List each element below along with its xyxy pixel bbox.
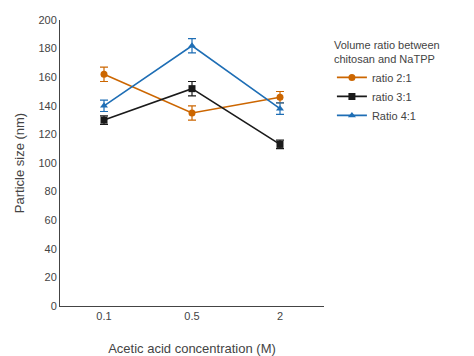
svg-text:40: 40 xyxy=(45,243,57,255)
svg-text:120: 120 xyxy=(38,128,56,140)
svg-text:20: 20 xyxy=(45,271,57,283)
svg-text:140: 140 xyxy=(38,100,56,112)
svg-text:180: 180 xyxy=(38,42,56,54)
svg-text:0: 0 xyxy=(51,300,57,312)
svg-text:0.1: 0.1 xyxy=(96,310,111,322)
svg-text:ratio 3:1: ratio 3:1 xyxy=(372,91,412,103)
svg-text:Ratio 4:1: Ratio 4:1 xyxy=(372,110,416,122)
svg-text:Acetic acid concentration (M): Acetic acid concentration (M) xyxy=(108,341,276,356)
svg-text:Volume ratio betweenchitosan a: Volume ratio betweenchitosan and NaTPP xyxy=(334,39,440,65)
svg-text:2: 2 xyxy=(277,310,283,322)
svg-text:Particle size (nm): Particle size (nm) xyxy=(12,113,27,213)
svg-text:200: 200 xyxy=(38,14,56,26)
svg-text:80: 80 xyxy=(45,185,57,197)
svg-text:160: 160 xyxy=(38,71,56,83)
svg-text:100: 100 xyxy=(38,157,56,169)
svg-text:ratio 2:1: ratio 2:1 xyxy=(372,72,412,84)
svg-text:60: 60 xyxy=(45,214,57,226)
svg-text:0.5: 0.5 xyxy=(184,310,199,322)
